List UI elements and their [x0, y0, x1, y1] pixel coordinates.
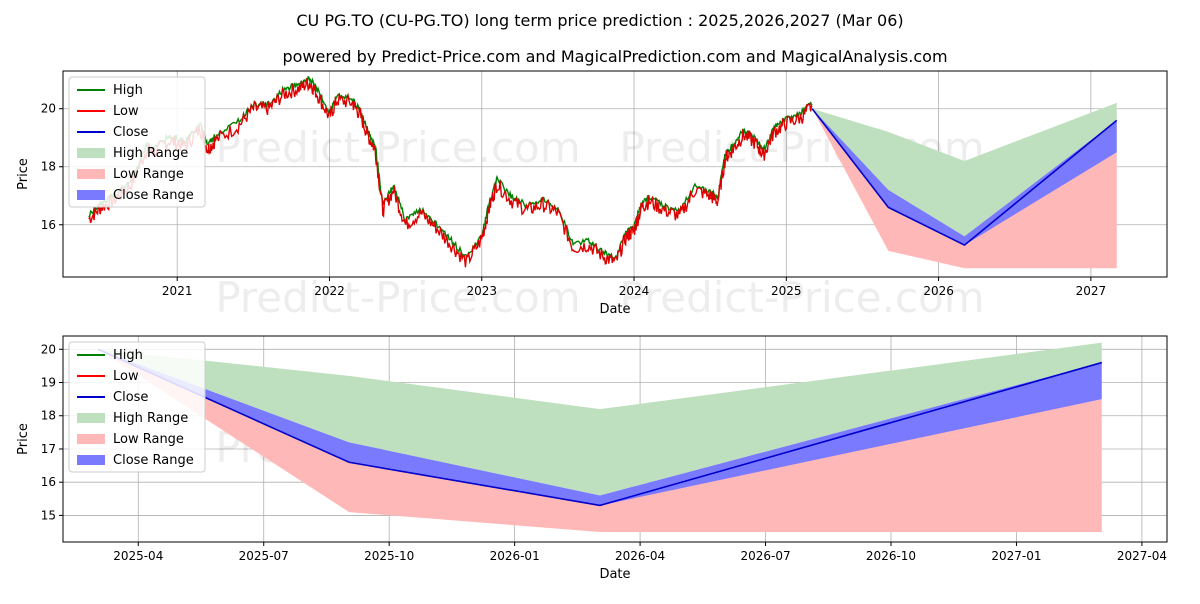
legend-close-label: Close — [113, 125, 148, 140]
x-tick-label: 2026-04 — [615, 549, 665, 563]
x-tick-label: 2026-01 — [490, 549, 540, 563]
history-low-line — [88, 78, 813, 268]
y-axis-label: Price — [16, 158, 31, 190]
y-tick-label: 16 — [41, 218, 56, 232]
legend-close-range-label: Close Range — [113, 453, 194, 468]
plot-area — [97, 342, 1102, 533]
legend-high-range-swatch — [77, 413, 105, 423]
legend-low-label: Low — [113, 104, 139, 119]
plot-frame — [62, 335, 1168, 543]
x-tick-label: 2026 — [923, 284, 954, 298]
legend-high-label: High — [113, 348, 143, 363]
legend-close-range-label: Close Range — [113, 188, 194, 203]
low-range-band — [98, 349, 1102, 533]
high-range-band — [812, 102, 1117, 240]
x-tick-label: 2025-10 — [364, 549, 414, 563]
x-tick-label: 2022 — [314, 284, 345, 298]
legend-high-range-swatch — [77, 148, 105, 158]
y-axis-label: Price — [16, 423, 31, 455]
x-tick-label: 2025-04 — [113, 549, 163, 563]
forecast-detail-panel: Predict-Price.comPredict-Price.com2025-0… — [16, 335, 1168, 582]
chart-subtitle: powered by Predict-Price.com and Magical… — [282, 47, 947, 66]
long-term-panel: Predict-Price.com Predict-Price.com Predic… — [16, 70, 1168, 322]
x-tick-label: 2025 — [771, 284, 802, 298]
watermark-text: Predict-Price.com — [215, 273, 580, 322]
chart-title: CU PG.TO (CU-PG.TO) long term price pred… — [296, 11, 903, 30]
legend: High Low Close High Range Low Range Close Ran… — [68, 341, 206, 473]
legend-high-range-label: High Range — [113, 411, 188, 426]
legend-low-label: Low — [113, 369, 139, 384]
legend-high-label: High — [113, 83, 143, 98]
forecast-close-line — [811, 108, 1118, 247]
legend-low-range-swatch — [77, 169, 105, 179]
x-axis-label: Date — [599, 302, 630, 317]
legend-low-range-swatch — [77, 434, 105, 444]
x-tick-label: 2027-01 — [991, 549, 1041, 563]
history-high-line — [88, 75, 813, 261]
y-tick-label: 18 — [41, 160, 56, 174]
y-tick-label: 16 — [41, 475, 56, 489]
x-tick-label: 2026-10 — [866, 549, 916, 563]
legend-close-label: Close — [113, 390, 148, 405]
close-range-band — [812, 108, 1117, 246]
x-tick-label: 2027 — [1076, 284, 1107, 298]
legend-low-range-label: Low Range — [113, 167, 184, 182]
legend-low-range-label: Low Range — [113, 432, 184, 447]
y-tick-label: 20 — [41, 342, 56, 356]
x-tick-label: 2026-07 — [740, 549, 790, 563]
low-range-band — [812, 108, 1117, 269]
legend: High Low Close High Range Low Range Close Ran… — [68, 76, 206, 208]
x-tick-label: 2023 — [466, 284, 497, 298]
y-tick-label: 17 — [41, 442, 56, 456]
watermark-text: Predict-Price.com — [215, 123, 580, 172]
high-range-band — [98, 342, 1102, 496]
x-tick-label: 2021 — [162, 284, 193, 298]
x-tick-label: 2024 — [619, 284, 650, 298]
y-tick-label: 20 — [41, 102, 56, 116]
close-range-band — [98, 349, 1102, 506]
plot-frame — [62, 70, 1168, 278]
y-tick-label: 18 — [41, 409, 56, 423]
legend-high-range-label: High Range — [113, 146, 188, 161]
legend-close-range-swatch — [77, 190, 105, 200]
plot-area — [88, 75, 1118, 269]
x-axis-label: Date — [599, 567, 630, 582]
y-tick-label: 15 — [41, 508, 56, 522]
forecast-close-line — [97, 348, 1102, 507]
legend-close-range-swatch — [77, 455, 105, 465]
x-tick-label: 2025-07 — [239, 549, 289, 563]
watermark-text: Predict-Price.com — [619, 273, 984, 322]
x-tick-label: 2027-04 — [1117, 549, 1167, 563]
y-tick-label: 19 — [41, 376, 56, 390]
